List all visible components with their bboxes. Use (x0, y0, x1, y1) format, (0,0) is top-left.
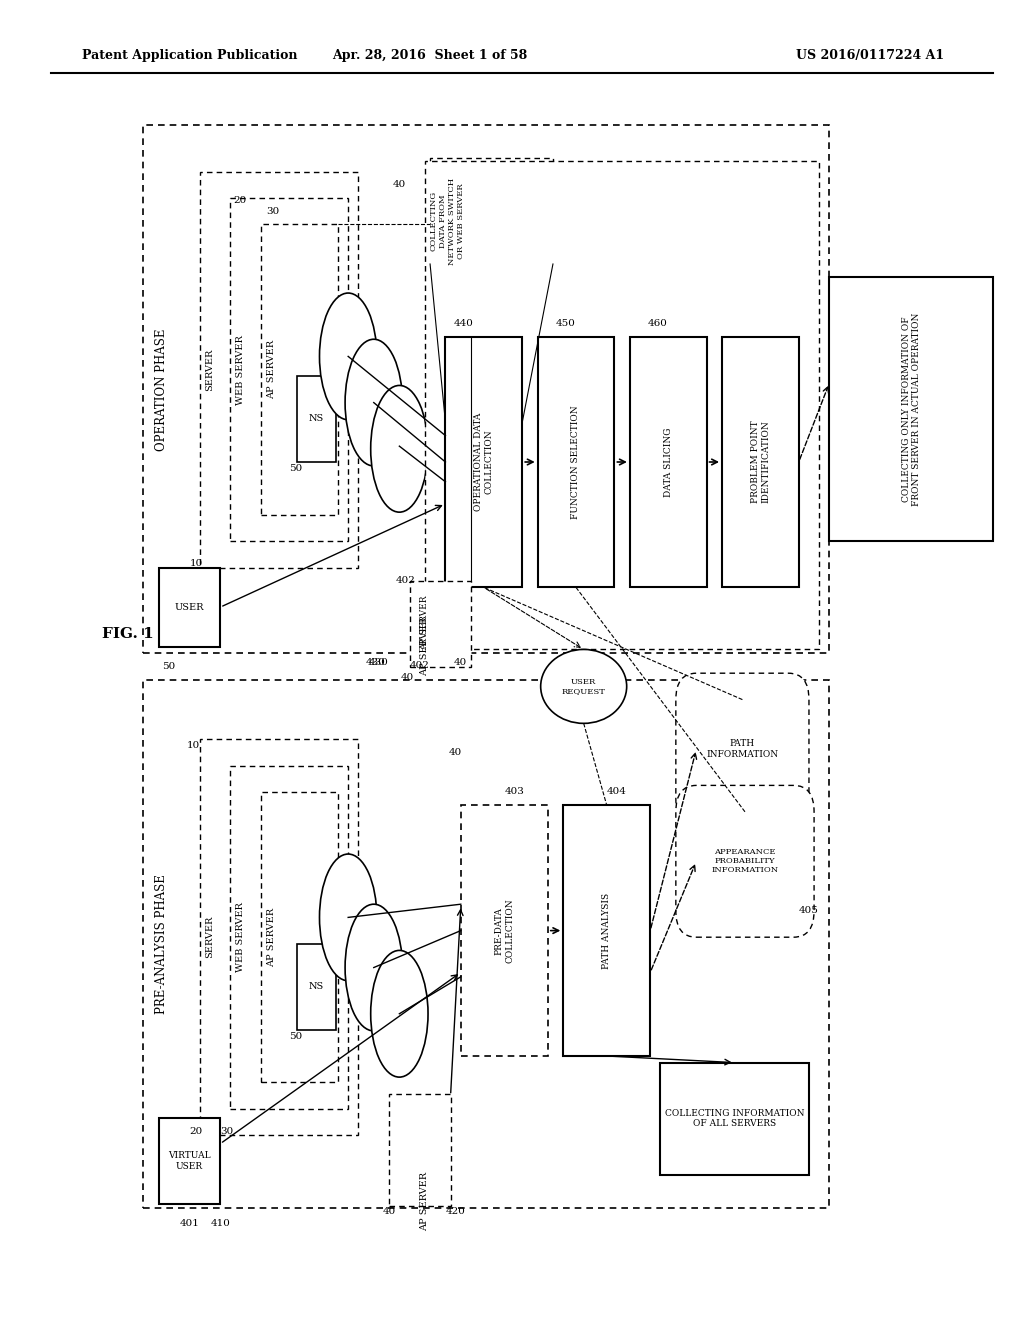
Text: 50: 50 (163, 663, 175, 671)
Text: 450: 450 (556, 319, 575, 327)
FancyBboxPatch shape (676, 673, 809, 825)
Bar (538, 337, 614, 587)
Text: 20: 20 (189, 1127, 203, 1135)
Text: 40: 40 (383, 1208, 395, 1216)
Text: NS: NS (309, 982, 324, 990)
Text: 40: 40 (393, 181, 406, 189)
Text: 10: 10 (189, 560, 203, 568)
Text: COLLECTING
DATA FROM
NETWORK SWITCH
OR WEB SERVER: COLLECTING DATA FROM NETWORK SWITCH OR W… (430, 177, 465, 265)
Text: OPERATION PHASE: OPERATION PHASE (156, 329, 168, 450)
Bar (230, 766, 348, 1109)
Bar (261, 224, 338, 515)
Ellipse shape (371, 385, 428, 512)
Text: 430: 430 (366, 659, 386, 667)
Text: 40: 40 (401, 673, 414, 681)
Text: NS: NS (309, 414, 324, 422)
Text: Apr. 28, 2016  Sheet 1 of 58: Apr. 28, 2016 Sheet 1 of 58 (333, 49, 527, 62)
Text: 10: 10 (186, 742, 200, 750)
Text: DATA SLICING: DATA SLICING (664, 428, 673, 496)
Text: WEB SERVER: WEB SERVER (237, 903, 245, 972)
Bar (261, 792, 338, 1082)
Text: 420: 420 (445, 1208, 466, 1216)
Text: AP SERVER: AP SERVER (421, 1172, 429, 1230)
Text: AP SERVER: AP SERVER (421, 618, 429, 676)
Text: COLLECTING INFORMATION
OF ALL SERVERS: COLLECTING INFORMATION OF ALL SERVERS (665, 1109, 805, 1129)
Text: OPERATIONAL DATA
COLLECTION: OPERATIONAL DATA COLLECTION (474, 413, 494, 511)
Text: 410: 410 (210, 1220, 230, 1228)
Ellipse shape (345, 339, 402, 466)
Text: 430: 430 (369, 659, 389, 667)
Text: APPEARANCE
PROBABILITY
INFORMATION: APPEARANCE PROBABILITY INFORMATION (712, 849, 778, 874)
Text: 30: 30 (220, 1127, 233, 1135)
Bar (430, 158, 553, 284)
Text: AP SERVER: AP SERVER (267, 908, 275, 966)
Ellipse shape (541, 649, 627, 723)
Bar (200, 739, 358, 1135)
Text: VIRTUAL
USER: VIRTUAL USER (168, 1151, 211, 1171)
Text: AP SERVER: AP SERVER (421, 595, 429, 651)
Bar (297, 376, 336, 462)
FancyBboxPatch shape (676, 785, 814, 937)
Ellipse shape (319, 854, 377, 981)
Text: COLLECTING ONLY INFORMATION OF
FRONT SERVER IN ACTUAL OPERATION: COLLECTING ONLY INFORMATION OF FRONT SER… (902, 313, 921, 506)
Bar (630, 337, 707, 587)
Text: 40: 40 (450, 748, 462, 756)
Text: 405: 405 (799, 907, 819, 915)
Text: 402: 402 (395, 577, 416, 585)
Text: 401: 401 (179, 1220, 200, 1228)
Text: AP SERVER: AP SERVER (267, 341, 275, 399)
Bar (410, 581, 471, 667)
Text: PRE-DATA
COLLECTION: PRE-DATA COLLECTION (495, 899, 514, 962)
Text: SERVER: SERVER (206, 916, 214, 958)
Bar (159, 1118, 220, 1204)
Text: USER: USER (175, 603, 204, 611)
Text: 40: 40 (455, 659, 467, 667)
Text: 20: 20 (233, 197, 247, 205)
Bar (722, 337, 799, 587)
Text: 402: 402 (410, 661, 430, 669)
Text: FUNCTION SELECTION: FUNCTION SELECTION (571, 405, 581, 519)
Text: Patent Application Publication: Patent Application Publication (82, 49, 297, 62)
Text: 404: 404 (607, 788, 627, 796)
Bar (230, 198, 348, 541)
Text: 460: 460 (648, 319, 668, 327)
Bar (143, 125, 829, 653)
Bar (445, 337, 522, 587)
Text: US 2016/0117224 A1: US 2016/0117224 A1 (797, 49, 944, 62)
Bar (297, 944, 336, 1030)
Bar (461, 805, 548, 1056)
Bar (389, 1094, 451, 1206)
Text: WEB SERVER: WEB SERVER (237, 335, 245, 404)
Ellipse shape (319, 293, 377, 420)
Bar (829, 277, 993, 541)
Text: FIG. 1: FIG. 1 (102, 627, 155, 640)
Bar (660, 1063, 809, 1175)
Text: 30: 30 (266, 207, 280, 215)
Bar (563, 805, 650, 1056)
Text: 50: 50 (289, 1032, 302, 1040)
Text: PATH ANALYSIS: PATH ANALYSIS (602, 892, 611, 969)
Text: 50: 50 (289, 465, 302, 473)
Ellipse shape (345, 904, 402, 1031)
Text: USER
REQUEST: USER REQUEST (562, 677, 605, 696)
Bar (425, 161, 819, 649)
Text: PROBLEM POINT
IDENTIFICATION: PROBLEM POINT IDENTIFICATION (751, 421, 770, 503)
Text: PRE-ANALYSIS PHASE: PRE-ANALYSIS PHASE (156, 874, 168, 1014)
Text: 440: 440 (454, 319, 473, 327)
Ellipse shape (371, 950, 428, 1077)
Text: 403: 403 (505, 788, 524, 796)
Text: PATH
INFORMATION: PATH INFORMATION (707, 739, 778, 759)
Bar (143, 680, 829, 1208)
Bar (200, 172, 358, 568)
Bar (159, 568, 220, 647)
Text: SERVER: SERVER (206, 348, 214, 391)
